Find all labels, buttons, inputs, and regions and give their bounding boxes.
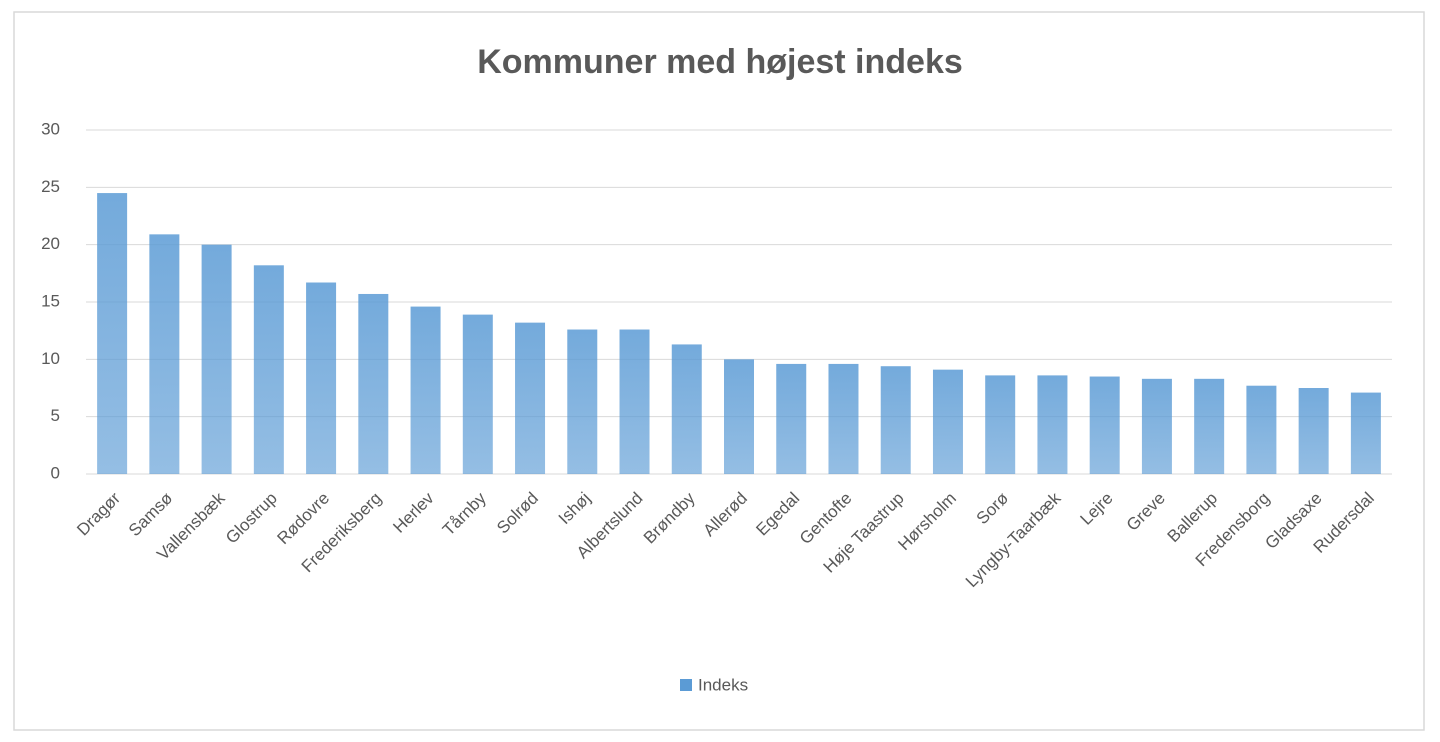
- bar: [149, 234, 180, 474]
- bar: [567, 329, 598, 474]
- legend-label: Indeks: [698, 675, 748, 694]
- y-tick-label: 10: [41, 349, 60, 368]
- bar: [1298, 388, 1329, 474]
- y-tick-label: 25: [41, 177, 60, 196]
- bar: [880, 366, 911, 474]
- bar: [1350, 392, 1381, 474]
- y-tick-label: 20: [41, 234, 60, 253]
- bar: [932, 369, 963, 474]
- bar: [619, 329, 650, 474]
- bar: [1194, 378, 1225, 474]
- bar: [515, 322, 546, 474]
- legend-swatch: [680, 679, 692, 691]
- bar: [201, 244, 232, 474]
- bar: [1246, 385, 1277, 474]
- bar: [97, 193, 128, 475]
- bar: [358, 293, 389, 474]
- chart-title: Kommuner med højest indeks: [477, 43, 963, 81]
- bar: [1141, 378, 1172, 474]
- bar: [724, 359, 754, 474]
- bar: [1037, 375, 1068, 474]
- bar: [671, 344, 702, 474]
- bar: [306, 282, 337, 474]
- bar: [776, 363, 807, 474]
- y-tick-label: 15: [41, 291, 60, 310]
- y-tick-label: 30: [41, 119, 60, 138]
- bar: [985, 375, 1016, 474]
- bar: [462, 314, 493, 474]
- y-tick-label: 5: [51, 406, 60, 425]
- bar: [410, 306, 441, 474]
- bar: [253, 265, 284, 474]
- bar: [1089, 376, 1120, 474]
- chart-frame: [13, 11, 1425, 731]
- y-tick-label: 0: [51, 463, 60, 482]
- bar: [828, 363, 859, 474]
